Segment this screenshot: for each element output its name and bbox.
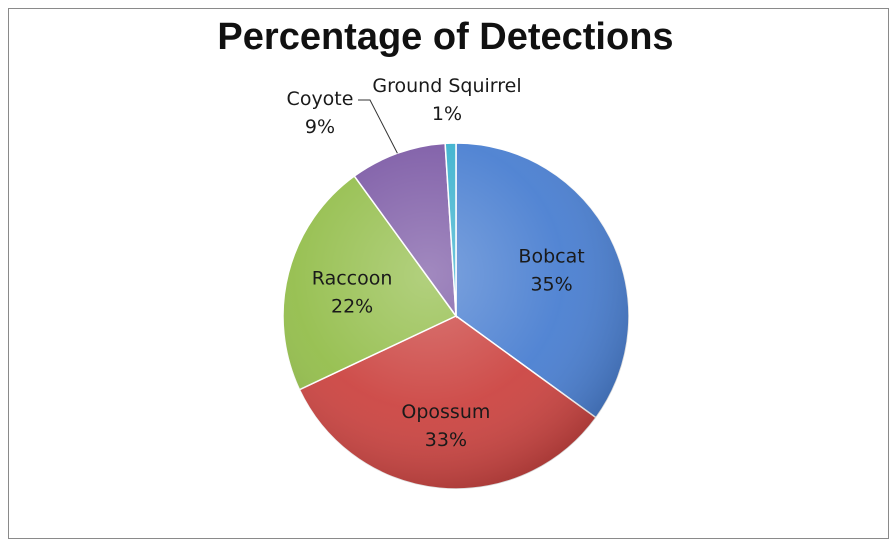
slice-value-ground-squirrel: 1%	[432, 103, 462, 125]
slice-value-opossum: 33%	[425, 429, 467, 451]
slice-label-ground-squirrel: Ground Squirrel	[372, 75, 521, 97]
slice-value-bobcat: 35%	[530, 273, 572, 295]
slice-label-raccoon: Raccoon	[312, 267, 393, 289]
slice-value-raccoon: 22%	[331, 295, 373, 317]
chart-title: Percentage of Detections	[217, 16, 674, 58]
leader-line-coyote	[358, 99, 398, 154]
slice-label-opossum: Opossum	[401, 401, 490, 423]
slice-label-bobcat: Bobcat	[518, 245, 584, 267]
slice-value-coyote: 9%	[305, 116, 335, 138]
slice-label-coyote: Coyote	[287, 88, 354, 110]
